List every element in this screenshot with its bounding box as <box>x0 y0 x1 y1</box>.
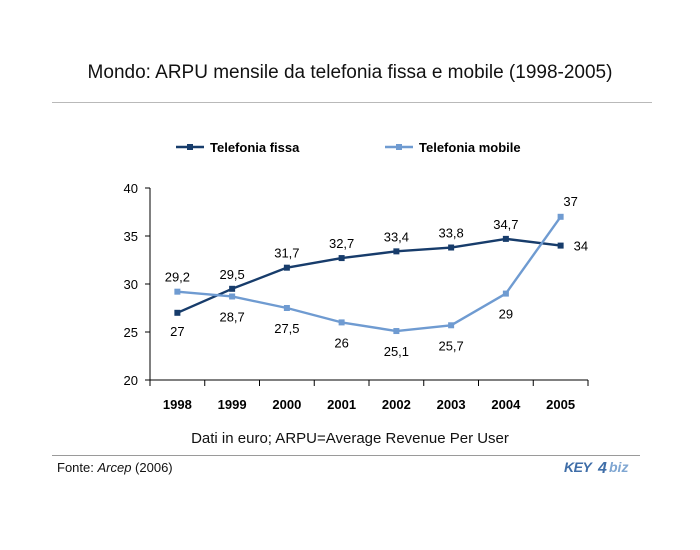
source-prefix: Fonte: <box>57 460 98 475</box>
x-tick-label: 2003 <box>437 397 466 412</box>
source-suffix: (2006) <box>131 460 173 475</box>
x-tick-label: 2005 <box>546 397 575 412</box>
data-point <box>393 328 400 335</box>
data-label: 29,5 <box>219 267 244 282</box>
logo-text-left: KEY <box>564 459 593 475</box>
x-tick-label: 1998 <box>163 397 192 412</box>
data-label: 37 <box>563 194 577 209</box>
title-divider <box>52 102 652 103</box>
data-point <box>283 264 290 271</box>
data-point <box>338 255 345 262</box>
data-point <box>448 322 455 329</box>
data-label: 34 <box>574 239 588 254</box>
data-point <box>174 288 181 295</box>
data-label: 27,5 <box>274 321 299 336</box>
data-point <box>557 213 564 220</box>
data-label: 25,1 <box>384 344 409 359</box>
series-line <box>177 216 562 333</box>
data-point <box>557 242 564 249</box>
data-point <box>338 319 345 326</box>
line-chart: 20 25 30 35 40 1998 1999 2000 2001 2002 2003 2004 20… <box>124 140 589 412</box>
data-label: 32,7 <box>329 236 354 251</box>
source-divider <box>52 455 640 456</box>
data-label: 25,7 <box>438 338 463 353</box>
data-point <box>502 290 509 297</box>
data-label: 34,7 <box>493 217 518 232</box>
y-tick-label: 30 <box>124 277 138 292</box>
data-label: 33,8 <box>438 226 463 241</box>
key4biz-logo: KEY 4 biz <box>564 459 628 477</box>
data-point <box>174 309 181 316</box>
y-tick-label: 20 <box>124 373 138 388</box>
logo-text-right: biz <box>609 459 628 475</box>
x-tick-label: 1999 <box>218 397 247 412</box>
data-point <box>229 293 236 300</box>
source-name: Arcep <box>97 460 132 475</box>
data-label: 28,7 <box>219 309 244 324</box>
legend-label: Telefonia fissa <box>210 140 300 155</box>
source-line: Fonte: Arcep (2006) <box>57 460 173 475</box>
x-tick-label: 2000 <box>272 397 301 412</box>
legend-marker <box>396 144 402 150</box>
data-point <box>502 235 509 242</box>
legend-label: Telefonia mobile <box>419 140 521 155</box>
data-label: 26 <box>334 335 348 350</box>
y-tick-label: 25 <box>124 325 138 340</box>
x-tick-label: 2002 <box>382 397 411 412</box>
series-line <box>176 237 561 314</box>
data-point <box>229 285 236 292</box>
data-label: 33,4 <box>384 229 409 244</box>
data-label: 31,7 <box>274 246 299 261</box>
data-label: 29 <box>499 307 513 322</box>
y-tick-label: 35 <box>124 229 138 244</box>
logo-four-glyph: 4 <box>597 460 607 477</box>
data-point <box>283 305 290 311</box>
data-label: 29,2 <box>165 270 190 285</box>
data-point <box>393 248 400 255</box>
x-tick-label: 2001 <box>327 397 356 412</box>
data-point <box>448 244 455 251</box>
x-tick-label: 2004 <box>491 397 521 412</box>
chart-note: Dati in euro; ARPU=Average Revenue Per U… <box>191 430 509 447</box>
chart-title: Mondo: ARPU mensile da telefonia fissa e… <box>87 62 613 83</box>
data-label: 27 <box>170 324 184 339</box>
legend-marker <box>187 144 193 150</box>
y-tick-label: 40 <box>124 181 138 196</box>
